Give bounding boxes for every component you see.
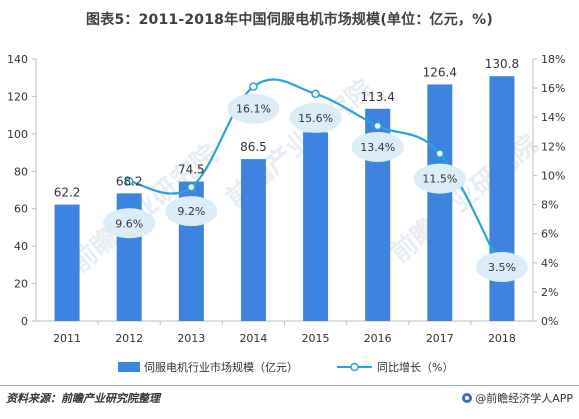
legend-label-line: 同比增长（%） xyxy=(377,360,453,374)
bar xyxy=(240,159,266,321)
right-tick-label: 10% xyxy=(541,169,565,182)
x-tick-label: 2018 xyxy=(488,332,516,345)
left-tick-label: 40 xyxy=(14,240,28,253)
left-tick-label: 80 xyxy=(14,165,28,178)
right-tick-label: 18% xyxy=(541,53,565,66)
chart-title: 图表5：2011-2018年中国伺服电机市场规模(单位：亿元，%) xyxy=(86,12,493,28)
bar-data-label: 86.5 xyxy=(240,140,267,154)
growth-marker xyxy=(311,89,320,99)
bar xyxy=(489,76,515,322)
bar-series xyxy=(54,76,515,322)
brand-text: @前瞻经济学人APP xyxy=(475,392,573,405)
right-tick-label: 8% xyxy=(541,199,558,212)
growth-label-bubble xyxy=(351,131,404,162)
right-tick-label: 4% xyxy=(541,257,558,270)
watermark-text: 前瞻产业研究院 xyxy=(385,128,544,269)
legend-swatch-bar xyxy=(118,362,140,372)
right-tick-label: 0% xyxy=(541,315,558,328)
left-tick-label: 100 xyxy=(7,128,28,141)
growth-data-label: 3.5% xyxy=(488,261,516,274)
growth-label-bubble xyxy=(413,163,466,194)
growth-label-bubble xyxy=(103,208,156,239)
growth-label-bubble xyxy=(289,102,342,133)
right-tick-label: 6% xyxy=(541,228,558,241)
bar-data-label: 126.4 xyxy=(423,65,457,79)
right-tick-label: 12% xyxy=(541,140,565,153)
growth-label-bubble xyxy=(475,252,528,283)
growth-marker xyxy=(373,121,382,131)
brand-logo-icon xyxy=(462,393,473,403)
left-tick-label: 140 xyxy=(7,53,28,66)
legend: 伺服电机行业市场规模（亿元） 同比增长（%） xyxy=(118,360,453,374)
x-tick-label: 2011 xyxy=(53,332,81,345)
footer-divider xyxy=(0,385,579,386)
growth-label-bubble xyxy=(165,196,218,227)
bar-data-label: 74.5 xyxy=(178,163,205,177)
growth-marker xyxy=(435,149,445,158)
bar-data-label: 130.8 xyxy=(485,57,519,71)
bar xyxy=(303,132,329,321)
growth-data-label: 9.6% xyxy=(115,217,143,230)
right-tick-label: 16% xyxy=(541,82,565,95)
growth-label-bubble xyxy=(227,93,280,124)
growth-data-label: 15.6% xyxy=(298,112,333,125)
left-tick-label: 20 xyxy=(14,278,28,291)
bar xyxy=(54,204,80,321)
x-tick-label: 2012 xyxy=(115,332,143,345)
x-tick-label: 2017 xyxy=(426,332,454,345)
legend-swatch-marker xyxy=(350,362,359,372)
bar xyxy=(427,84,453,321)
bar-data-label: 62.2 xyxy=(54,186,81,200)
brand-credit: @前瞻经济学人APP xyxy=(462,390,573,406)
source-note: 资料来源：前瞻产业研究院整理 xyxy=(6,392,160,405)
x-tick-label: 2015 xyxy=(302,332,330,345)
left-tick-label: 120 xyxy=(7,90,28,103)
growth-marker xyxy=(249,82,258,91)
bar-data-label: 113.4 xyxy=(361,90,395,104)
right-tick-label: 2% xyxy=(541,286,558,299)
growth-marker xyxy=(187,182,196,192)
right-tick-label: 14% xyxy=(541,111,565,124)
legend-label-bar: 伺服电机行业市场规模（亿元） xyxy=(144,360,298,374)
growth-data-label: 16.1% xyxy=(236,103,271,116)
left-tick-label: 60 xyxy=(14,203,28,216)
x-tick-label: 2014 xyxy=(239,332,267,345)
x-tick-label: 2013 xyxy=(177,332,205,345)
data-labels: 9.6% 9.2% 16.1% 15.6% 13.4% 11.5% 3.5% 62.2 68.2… xyxy=(54,57,528,283)
growth-data-label: 13.4% xyxy=(360,141,395,154)
growth-marker xyxy=(124,177,134,186)
left-tick-label: 0 xyxy=(21,315,28,328)
x-tick-label: 2016 xyxy=(364,332,392,345)
bar-data-label: 68.2 xyxy=(116,174,143,188)
growth-data-label: 11.5% xyxy=(422,173,457,186)
growth-data-label: 9.2% xyxy=(177,205,205,218)
